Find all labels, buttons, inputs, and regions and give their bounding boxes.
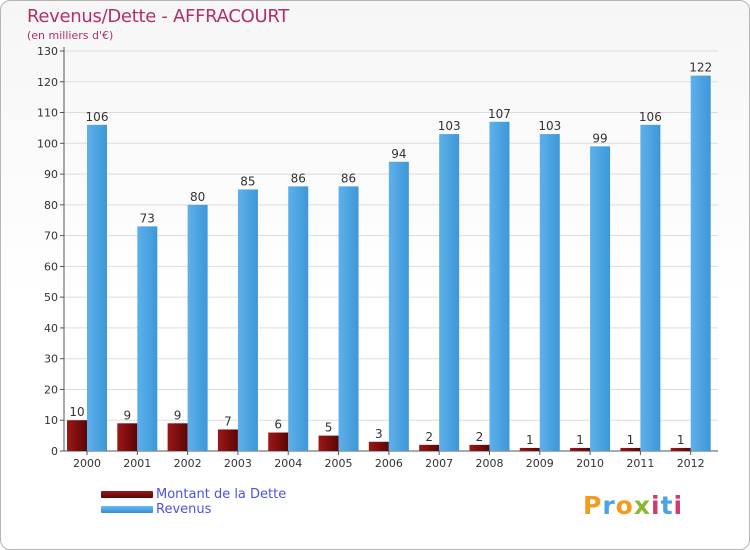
bar-dette-2008 (469, 444, 490, 451)
y-tick-label: 70 (44, 230, 58, 243)
bar-revenus-2010 (590, 146, 611, 451)
y-tick-label: 0 (51, 445, 58, 458)
logo-letter: o (615, 491, 634, 520)
chart-subtitle: (en milliers d'€) (27, 29, 114, 42)
data-label-revenus-2003: 85 (240, 174, 255, 188)
bar-revenus-2000 (87, 124, 107, 451)
y-tick-label: 30 (44, 353, 58, 366)
y-tick-label: 100 (37, 137, 58, 150)
legend-label-dette: Montant de la Dette (156, 487, 287, 502)
bar-dette-2009 (519, 447, 540, 451)
data-label-revenus-2005: 86 (341, 171, 356, 185)
bar-dette-2000 (67, 420, 87, 451)
data-label-revenus-2011: 106 (639, 110, 662, 124)
bar-revenus-2007 (439, 134, 460, 452)
x-tick-label: 2008 (475, 457, 503, 470)
y-tick-label: 10 (44, 414, 58, 427)
y-tick-label: 120 (37, 76, 58, 89)
data-label-revenus-2010: 99 (592, 131, 607, 145)
x-tick-label: 2009 (526, 457, 554, 470)
y-tick-label: 90 (44, 168, 58, 181)
data-label-dette-2001: 9 (123, 408, 131, 422)
data-label-dette-2005: 5 (325, 421, 333, 435)
data-label-dette-2002: 9 (174, 408, 182, 422)
bar-revenus-2012 (690, 75, 711, 451)
data-label-revenus-2006: 94 (391, 147, 406, 161)
legend-swatch-revenus (101, 506, 153, 513)
data-label-revenus-2002: 80 (190, 190, 205, 204)
bar-revenus-2011 (640, 124, 661, 451)
bars (67, 75, 711, 452)
bar-revenus-2001 (137, 226, 158, 451)
x-tick-label: 2012 (677, 457, 705, 470)
data-label-revenus-2008: 107 (488, 107, 511, 121)
x-tick-label: 2003 (224, 457, 252, 470)
y-tick-label: 80 (44, 199, 58, 212)
data-label-dette-2007: 2 (425, 430, 433, 444)
bar-revenus-2009 (539, 134, 560, 452)
bar-revenus-2006 (388, 161, 409, 451)
data-label-dette-2010: 1 (576, 433, 584, 447)
data-label-dette-2003: 7 (224, 414, 232, 428)
logo-letter: P (583, 491, 603, 520)
bar-dette-2004 (268, 432, 289, 451)
bar-dette-2012 (670, 447, 691, 451)
y-tick-label: 110 (37, 107, 58, 120)
chart-title: Revenus/Dette - AFFRACOURT (27, 6, 289, 27)
data-label-revenus-2009: 103 (538, 119, 561, 133)
bar-dette-2005 (318, 435, 339, 451)
y-tick-label: 50 (44, 291, 58, 304)
y-tick-label: 40 (44, 322, 58, 335)
logo-letter: i (651, 491, 661, 520)
x-tick-label: 2006 (375, 457, 403, 470)
data-label-revenus-2001: 73 (140, 211, 155, 225)
bar-dette-2011 (620, 447, 641, 451)
proxiti-logo: Proxiti (583, 491, 683, 520)
bar-revenus-2002 (187, 204, 208, 451)
bar-revenus-2008 (489, 121, 510, 452)
logo-letter: x (633, 491, 651, 520)
data-labels: 10 106 9 73 9 80 7 85 6 86 5 86 3 94 2 103 2 107 1 103 1 99 1 1… (69, 61, 712, 447)
y-tick-label: 20 (44, 383, 58, 396)
legend-label-revenus: Revenus (156, 502, 212, 517)
logo-letter: i (673, 491, 684, 520)
bar-dette-2010 (570, 447, 591, 451)
logo-letter: t (660, 491, 674, 520)
x-tick-label: 2001 (123, 457, 151, 470)
data-label-revenus-2007: 103 (438, 119, 461, 133)
data-label-revenus-2000: 106 (86, 110, 109, 124)
data-label-dette-2008: 2 (476, 430, 484, 444)
data-label-dette-2009: 1 (526, 433, 534, 447)
bar-dette-2003 (217, 429, 238, 451)
x-tick-label: 2004 (274, 457, 302, 470)
y-tick-label: 130 (37, 45, 58, 58)
legend-swatch-dette (101, 491, 153, 498)
bar-revenus-2005 (338, 186, 359, 451)
bar-dette-2007 (419, 444, 440, 451)
x-tick-label: 2011 (626, 457, 654, 470)
data-label-dette-2004: 6 (274, 418, 282, 432)
x-tick-label: 2005 (325, 457, 353, 470)
x-tick-label: 2002 (174, 457, 202, 470)
logo-letter: r (602, 491, 616, 520)
data-label-revenus-2012: 122 (689, 61, 712, 75)
x-tick-label: 2000 (73, 457, 101, 470)
bar-dette-2002 (167, 423, 188, 451)
x-tick-label: 2010 (576, 457, 604, 470)
x-tick-label: 2007 (425, 457, 453, 470)
data-label-dette-2011: 1 (627, 433, 635, 447)
y-tick-label: 60 (44, 260, 58, 273)
bar-revenus-2004 (288, 186, 309, 451)
data-label-revenus-2004: 86 (291, 171, 306, 185)
data-label-dette-2000: 10 (69, 405, 84, 419)
data-label-dette-2006: 3 (375, 427, 383, 441)
bar-dette-2001 (117, 423, 138, 451)
bar-dette-2006 (368, 441, 389, 451)
data-label-dette-2012: 1 (677, 433, 685, 447)
bar-revenus-2003 (237, 189, 258, 451)
